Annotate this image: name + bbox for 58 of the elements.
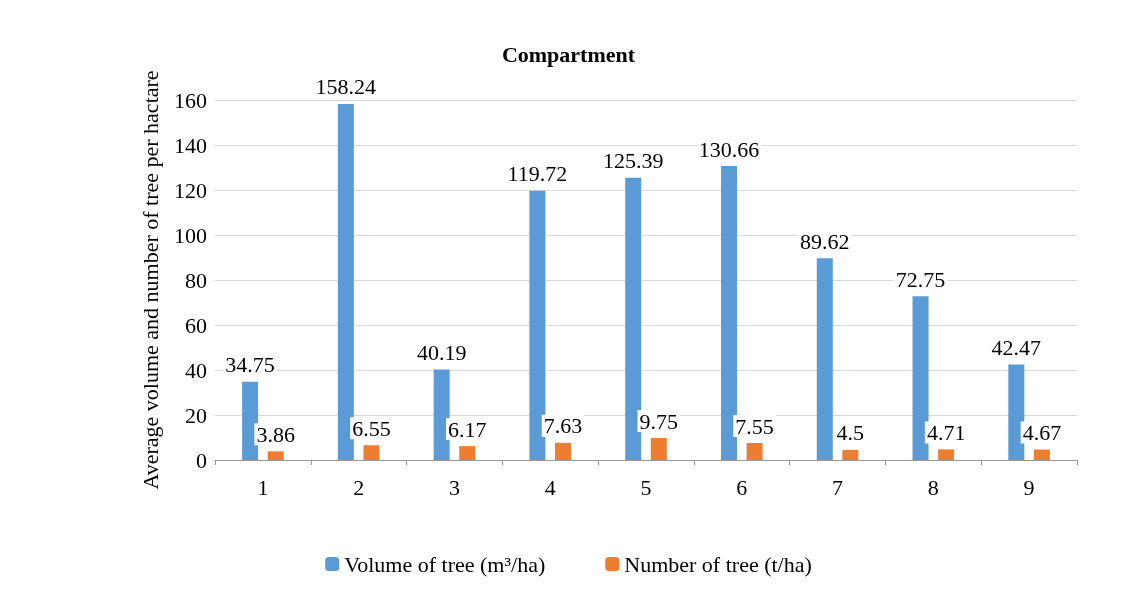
y-tick-label: 80 <box>185 267 207 293</box>
data-label: 4.5 <box>836 420 865 446</box>
data-label: 158.24 <box>315 74 377 100</box>
data-label: 3.86 <box>256 421 295 447</box>
data-label: 4.67 <box>1022 419 1062 445</box>
bar <box>816 258 833 460</box>
data-label: 4.71 <box>926 419 966 445</box>
data-label: 130.66 <box>698 136 760 162</box>
x-tick-label: 2 <box>353 474 365 500</box>
data-label: 7.63 <box>543 413 583 439</box>
x-tick-label: 5 <box>640 474 652 500</box>
y-tick-label: 60 <box>185 312 207 338</box>
bar <box>555 442 572 460</box>
data-label: 40.19 <box>416 340 467 366</box>
y-tick-label: 40 <box>185 357 207 383</box>
bar <box>242 381 259 460</box>
bar <box>1008 364 1025 460</box>
x-tick-label: 4 <box>544 474 556 500</box>
data-label: 6.55 <box>352 415 391 441</box>
bar <box>363 445 380 460</box>
data-label: 119.72 <box>507 161 568 187</box>
data-label: 7.55 <box>735 413 774 439</box>
y-tick-label: 100 <box>174 222 207 248</box>
bar <box>625 177 642 460</box>
y-tick-label: 140 <box>174 132 207 158</box>
x-tick-label: 7 <box>832 474 844 500</box>
bar <box>529 190 546 460</box>
bar <box>912 296 929 460</box>
bar <box>720 166 737 460</box>
data-label: 125.39 <box>602 148 664 174</box>
x-tick-label: 9 <box>1023 474 1035 500</box>
x-tick-label: 3 <box>448 474 460 500</box>
data-label: 42.47 <box>991 334 1042 360</box>
data-label: 34.75 <box>225 352 275 378</box>
bar <box>746 443 763 460</box>
legend-label: Number of tree (t/ha) <box>624 551 812 577</box>
data-label: 9.75 <box>639 408 679 434</box>
bar <box>842 449 859 460</box>
legend-label: Volume of tree (m³/ha) <box>344 551 546 577</box>
bar <box>267 451 284 460</box>
y-axis-title: Average volume and number of tree per hactare <box>137 70 163 490</box>
bar <box>433 369 450 460</box>
y-tick-label: 160 <box>174 87 207 113</box>
chart-title: Compartment <box>501 41 636 67</box>
data-label: 72.75 <box>895 266 946 292</box>
y-tick-label: 20 <box>185 402 207 428</box>
x-tick-label: 6 <box>736 474 748 500</box>
bar <box>337 103 354 460</box>
y-tick-label: 120 <box>174 177 207 203</box>
y-tick-label: 0 <box>196 447 207 473</box>
x-tick-label: 8 <box>927 474 939 500</box>
bar <box>459 446 476 460</box>
x-tick-label: 1 <box>257 474 269 500</box>
bar <box>1033 449 1050 460</box>
data-label: 6.17 <box>447 416 487 442</box>
bar <box>938 449 955 460</box>
data-label: 89.62 <box>800 228 850 254</box>
bar <box>650 438 667 460</box>
